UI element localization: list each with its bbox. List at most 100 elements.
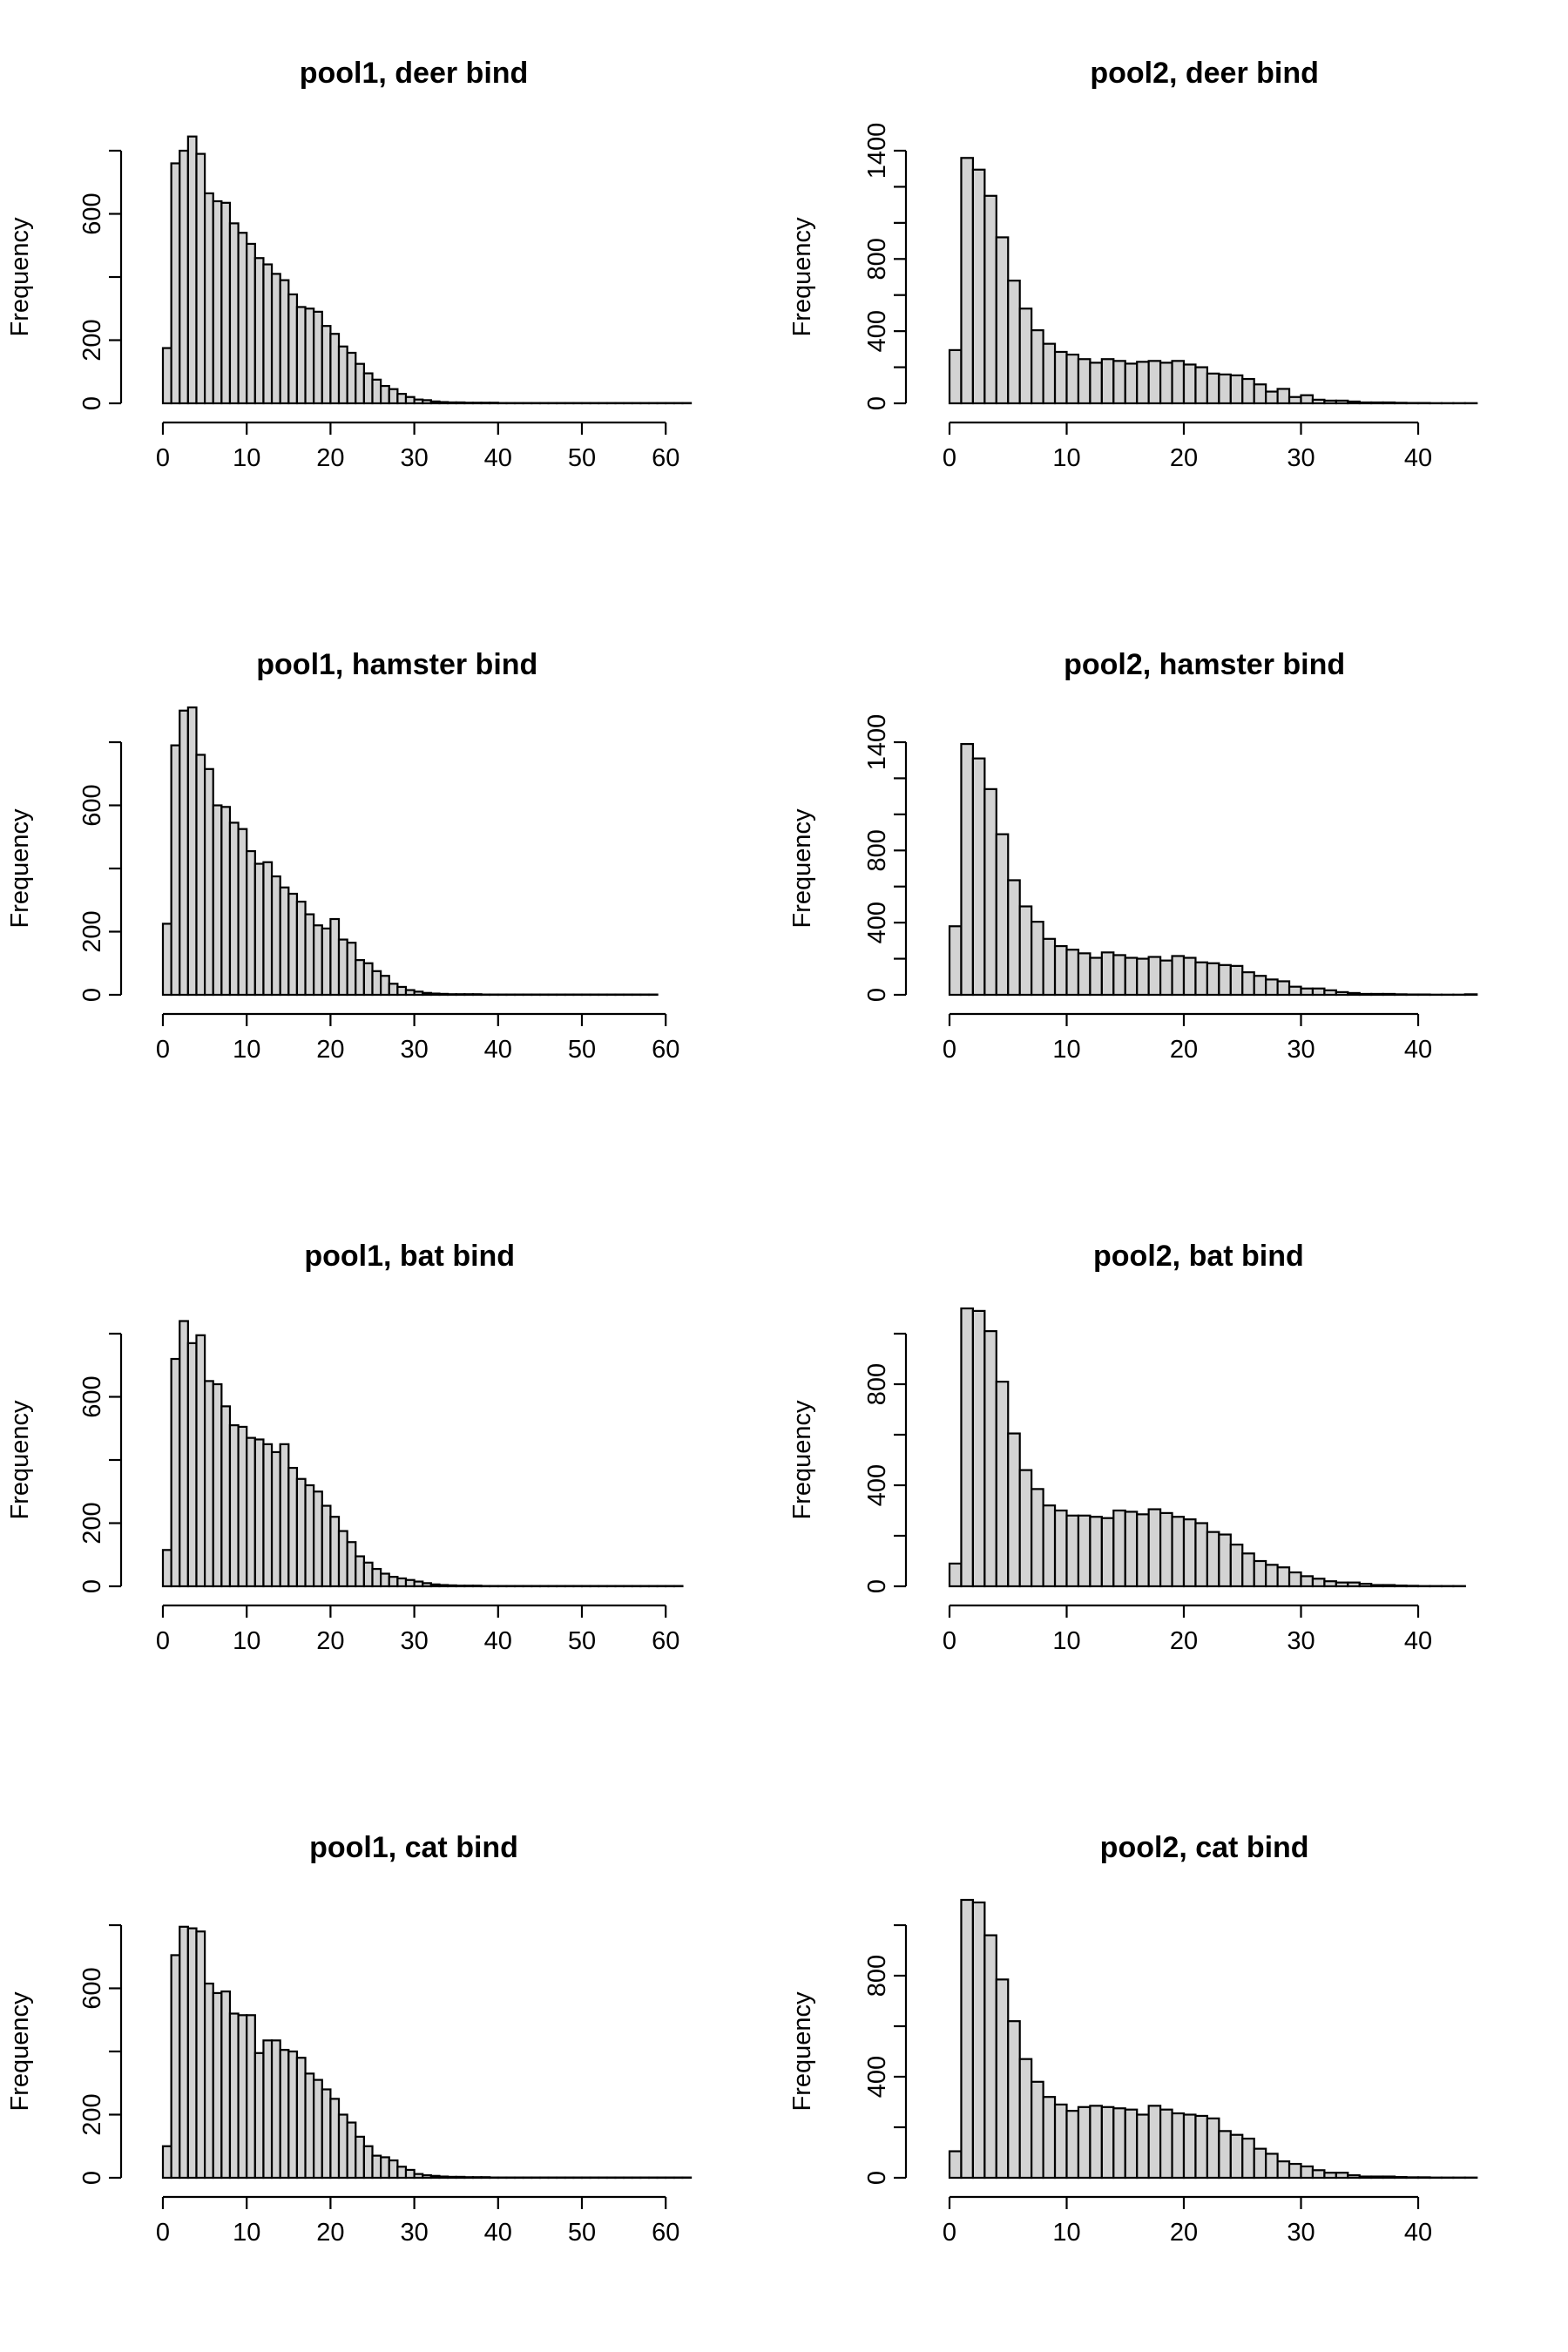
- histogram-bar: [1206, 1531, 1220, 1588]
- x-tick-label: 30: [1287, 2219, 1315, 2247]
- histogram-bar: [1042, 342, 1057, 405]
- y-axis-label: Frequency: [788, 217, 816, 337]
- histogram-bar: [404, 989, 416, 997]
- histogram-bar: [237, 1425, 248, 1588]
- histogram-bar: [983, 1934, 997, 2180]
- histogram-bar: [346, 351, 357, 405]
- histogram-bar: [1311, 2169, 1326, 2180]
- histogram-bar: [429, 400, 441, 405]
- histogram-bar: [1358, 401, 1373, 405]
- histogram-bar: [253, 1438, 265, 1588]
- histogram-bar: [1288, 985, 1302, 997]
- histogram-bar: [1463, 993, 1478, 997]
- histogram-bar: [253, 257, 265, 405]
- histogram-bar: [1042, 937, 1057, 997]
- histogram-bar: [1042, 1504, 1057, 1588]
- histogram-bar: [237, 828, 248, 997]
- x-tick-label: 60: [652, 1036, 679, 1064]
- histogram-bar: [270, 875, 281, 997]
- histogram-bar: [1136, 361, 1150, 405]
- histogram-bar: [960, 1898, 974, 2180]
- panel-title: pool2, cat bind: [1100, 1831, 1309, 1864]
- x-tick-label: 20: [1170, 2219, 1198, 2247]
- histogram-bar: [195, 1334, 206, 1588]
- histogram-bar: [362, 1561, 374, 1588]
- histogram-bar: [446, 401, 457, 405]
- histogram-bar: [422, 399, 432, 405]
- histogram-bar: [195, 1930, 206, 2180]
- histogram-bar: [220, 806, 232, 997]
- panel-title: pool2, bat bind: [1093, 1240, 1304, 1273]
- histogram-bar: [287, 892, 299, 997]
- histogram-bar: [438, 1584, 449, 1588]
- histogram-bar: [279, 279, 290, 405]
- histogram-bar: [1065, 1514, 1080, 1588]
- histogram-bar: [1300, 2165, 1315, 2180]
- histogram-bar: [1300, 394, 1315, 405]
- histogram-bar: [362, 2145, 374, 2180]
- y-tick-label: 800: [863, 238, 891, 280]
- histogram-bar: [455, 401, 466, 405]
- histogram-bar: [313, 310, 323, 405]
- y-axis-label: Frequency: [788, 1400, 816, 1520]
- histogram-bar: [1288, 2162, 1302, 2180]
- histogram-bar: [253, 862, 265, 997]
- histogram-bar: [355, 959, 365, 997]
- histogram-bar: [1007, 280, 1021, 405]
- histogram-bar: [1124, 956, 1139, 997]
- histogram-bar: [186, 135, 198, 405]
- y-tick-label: 800: [863, 829, 891, 871]
- histogram-bar: [1112, 954, 1126, 997]
- histogram-bar: [1053, 350, 1068, 405]
- x-tick-label: 40: [1404, 2219, 1432, 2247]
- histogram-bar: [170, 1954, 181, 2180]
- histogram-bar: [313, 2078, 323, 2180]
- histogram-bar: [960, 742, 974, 997]
- histogram-bar: [455, 2175, 466, 2180]
- histogram-bar: [1182, 363, 1197, 405]
- y-tick-label: 800: [863, 1363, 891, 1405]
- histogram-bar: [1382, 992, 1396, 997]
- histogram-bar: [1218, 1533, 1232, 1588]
- y-tick-label: 400: [863, 1464, 891, 1506]
- histogram-bar: [237, 2014, 248, 2180]
- histogram-bar: [313, 924, 323, 997]
- histogram-bar: [337, 345, 348, 405]
- histogram-bar: [228, 1424, 240, 1588]
- x-tick-label: 20: [316, 1036, 344, 1064]
- x-tick-label: 0: [943, 1036, 956, 1064]
- histogram-bar: [1124, 362, 1139, 405]
- panel-title: pool1, bat bind: [304, 1240, 515, 1273]
- histogram-bar: [1347, 2174, 1361, 2180]
- histogram-bar: [304, 1484, 315, 1588]
- x-tick-label: 20: [1170, 444, 1198, 472]
- x-tick-label: 50: [568, 2219, 596, 2247]
- histogram-bar: [1265, 390, 1279, 405]
- histogram-bar: [355, 362, 365, 405]
- histogram-bar: [1159, 959, 1173, 997]
- histogram-bar: [1159, 1511, 1173, 1588]
- histogram-bar: [279, 2049, 290, 2180]
- x-tick-label: 10: [1052, 444, 1080, 472]
- x-tick-label: 60: [652, 2219, 679, 2247]
- histogram-bar: [463, 2176, 475, 2180]
- x-tick-label: 40: [484, 1036, 512, 1064]
- histogram-bar: [161, 923, 172, 997]
- histogram-bar: [1053, 944, 1068, 997]
- histogram-bar: [1265, 1564, 1279, 1588]
- histogram-bar: [220, 1405, 232, 1588]
- panel-title: pool2, hamster bind: [1064, 648, 1345, 681]
- histogram-bar: [1042, 2096, 1057, 2180]
- histogram-bar: [1229, 964, 1244, 997]
- histogram-bar: [471, 1585, 483, 1588]
- histogram-bar: [463, 402, 475, 405]
- histogram-bar: [438, 401, 449, 405]
- histogram-bar: [179, 709, 189, 997]
- x-tick-label: 10: [233, 444, 260, 472]
- histogram-bar: [960, 157, 974, 405]
- histogram-bar: [1089, 2105, 1103, 2180]
- histogram-bar: [471, 993, 483, 997]
- histogram-bar: [246, 2014, 256, 2180]
